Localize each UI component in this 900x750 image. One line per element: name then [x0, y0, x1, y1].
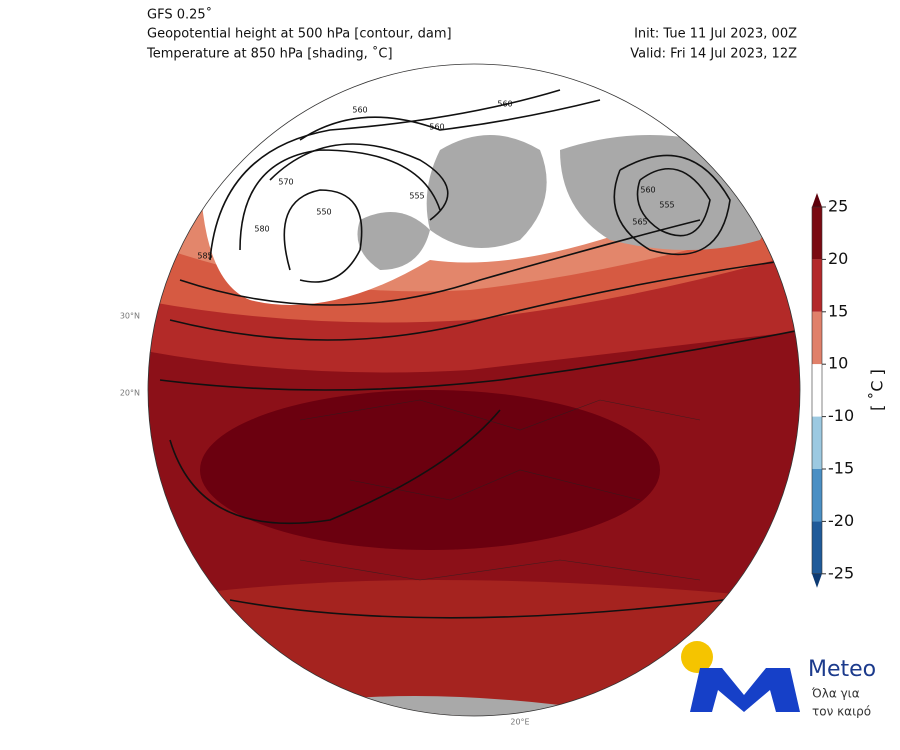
colorbar-segment: [812, 469, 822, 522]
contour-label: 570: [278, 178, 293, 187]
contour-label: 555: [659, 201, 674, 210]
contour-label: 560: [497, 100, 512, 109]
colorbar-frame: [811, 206, 823, 575]
grid-label: 30°N: [120, 312, 140, 321]
contour-label: 550: [316, 208, 331, 217]
contour-label: 560: [429, 123, 444, 132]
logo-tagline: Όλα για: [811, 687, 860, 701]
colorbar-tick-label: 25: [828, 197, 848, 216]
contour-label: 560: [352, 106, 367, 115]
contour-label: 580: [254, 225, 269, 234]
contour-label: 560: [640, 186, 655, 195]
colorbar-extension: [812, 573, 822, 588]
title-line: Temperature at 850 hPa [shading, ˚C]: [146, 46, 393, 62]
logo-mark: [690, 668, 800, 712]
model-label: GFS 0.25˚: [147, 7, 212, 23]
grid-label: 20°N: [120, 389, 140, 398]
colorbar-extension: [812, 193, 822, 207]
colorbar-tick-label: 15: [828, 301, 848, 320]
logo: Meteo Όλα για τον καιρό: [681, 641, 876, 719]
grid-label: 20°E: [510, 718, 529, 727]
colorbar: 25 20 15 10 -10 -15 -20 -25: [811, 193, 854, 588]
colorbar-tick-label: 10: [828, 354, 848, 373]
colorbar-tick-label: 20: [828, 249, 848, 268]
colorbar-segment: [812, 416, 822, 469]
globe-outline: [147, 63, 801, 717]
contour-label: 585: [197, 252, 212, 261]
colorbar-tick-label: -20: [828, 511, 854, 530]
logo-sun: [681, 641, 713, 673]
logo-name: Meteo: [808, 657, 876, 682]
colorbar-tick-label: -15: [828, 459, 854, 478]
colorbar-segment: [812, 207, 822, 260]
globe: [148, 64, 800, 716]
init-time: Init: Tue 11 Jul 2023, 00Z: [634, 27, 797, 42]
colorbar-segment: [812, 311, 822, 365]
colorbar-label: [ ˚C ]: [868, 369, 887, 411]
colorbar-tick-label: -25: [828, 563, 854, 582]
colorbar-segment: [812, 521, 822, 574]
contour-label: 565: [632, 218, 647, 227]
colorbar-tick-label: -10: [828, 406, 854, 425]
colorbar-segment: [812, 259, 822, 312]
colorbar-segment: [812, 364, 822, 417]
valid-time: Valid: Fri 14 Jul 2023, 12Z: [630, 47, 797, 62]
contour-label: 555: [409, 192, 424, 201]
logo-tagline: τον καιρό: [812, 705, 871, 719]
title-line: Geopotential height at 500 hPa [contour,…: [147, 27, 452, 42]
